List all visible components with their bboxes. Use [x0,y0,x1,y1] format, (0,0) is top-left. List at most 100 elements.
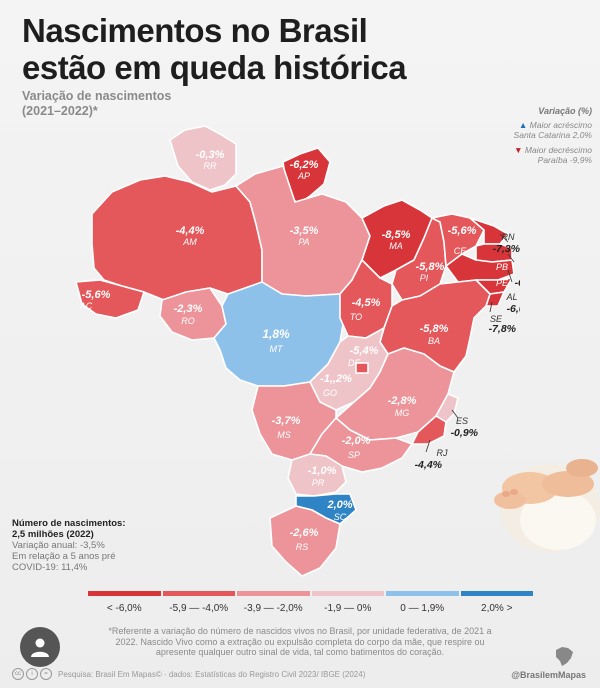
label-value-MA: -8,5% [382,229,411,241]
label-abbr-RJ: RJ [437,448,448,458]
label-abbr-ES: ES [456,416,468,426]
label-value-PE: -6,1% [515,277,520,289]
triangle-up-icon: ▲ [518,120,528,130]
leader-RN [499,233,509,243]
title-line-1: Nascimentos no Brasil [22,12,368,49]
label-abbr-AC: AC [79,301,93,311]
footnote: *Referente a variação do número de nasci… [108,626,492,657]
stats-annual: Variação anual: -3,5% [12,540,105,551]
brazil-outline-logo-icon [556,647,573,666]
state-PI [391,217,447,301]
subtitle: Variação de nascimentos (2021–2022)* [22,89,171,119]
label-abbr-AL: AL [505,292,517,302]
label-value-PR: -1,0% [308,465,337,477]
label-value-SE: -7,8% [489,323,517,335]
page-title: Nascimentos no Brasil estão em queda his… [22,12,407,86]
scale-bar-1 [88,591,161,596]
state-PR [287,453,347,497]
label-value-ES: -0,9% [451,427,479,439]
stats-prepandemic-1: Em relação a 5 anos pré [12,551,116,562]
label-abbr-DF: DF [348,358,360,368]
scale-label-3: -3,9 — -2,0% [243,603,303,614]
scale-label-6: 2,0% > [481,603,513,614]
birth-stats: Número de nascimentos: 2,5 milhões (2022… [12,518,126,573]
leader-ES [451,409,459,419]
label-value-AM: -4,4% [176,225,205,237]
scale-bar-6 [460,591,533,596]
color-scale-legend: < -6,0% -5,9 — -4,0% -3,9 — -2,0% -1,9 —… [88,591,533,614]
max-increase-value: Santa Catarina 2,0% [513,130,592,140]
scale-label-5: 0 — 1,9% [400,603,445,614]
credits-text: Pesquisa: Brasil Em Mapas© · dados: Esta… [58,669,366,679]
label-value-RR: -0,3% [196,149,225,161]
label-abbr-AM: AM [182,237,197,247]
label-value-RN: -7,3% [493,243,520,255]
scale-bar-2 [162,591,235,596]
label-value-AL: -6,0% [507,303,520,315]
extremes-legend-heading: Variação (%) [538,106,592,116]
label-value-BA: -5,8% [420,323,449,335]
max-decrease-label: Maior decréscimo [524,145,592,155]
stats-total: 2,5 milhões (2022) [12,529,94,540]
label-value-MT: 1,8% [262,327,290,341]
state-RS [269,505,341,577]
creative-commons-icon: cc i = [12,668,52,680]
label-value-CE: -5,6% [448,225,477,237]
label-value-SP: -2,0% [342,435,371,447]
label-abbr-GO: GO [323,388,337,398]
label-abbr-SE: SE [490,314,503,324]
label-value-DF: -5,4% [350,345,379,357]
baby-photo [494,459,600,552]
label-value-AP: -6,2% [290,159,319,171]
triangle-down-icon: ▼ [514,145,523,155]
scale-label-2: -5,9 — -4,0% [169,603,229,614]
max-increase-label: Maior acréscimo [529,120,592,130]
label-abbr-PI: PI [420,273,429,283]
title-line-2: estão em queda histórica [22,49,407,86]
label-abbr-PA: PA [298,237,309,247]
label-value-MS: -3,7% [272,415,301,427]
state-AM [91,175,263,301]
brazil-map: -0,3% RR -6,2% AP -4,4% AM -3,5% PA -8,5… [75,125,520,577]
state-CE [431,213,485,267]
scale-bar-4 [311,591,384,596]
max-decrease-value: Paraíba -9,9% [537,155,592,165]
leader-SE [489,301,493,313]
leader-PE [507,269,513,283]
label-value-PA: -3,5% [290,225,319,237]
label-abbr-PR: PR [312,478,325,488]
label-abbr-BA: BA [428,336,440,346]
label-abbr-AP: AP [297,171,310,181]
state-AC [75,279,145,319]
label-abbr-MG: MG [395,408,410,418]
label-value-RO: -2,3% [174,303,203,315]
leader-PB [507,253,515,263]
label-value-SC: 2,0% [326,499,352,511]
label-value-RJ: -4,4% [415,459,443,471]
label-value-PI: -5,8% [416,261,445,273]
user-icon [31,638,49,657]
leader-RJ [425,439,431,453]
state-ES [435,393,459,423]
label-abbr-MA: MA [389,241,403,251]
label-abbr-MT: MT [270,344,284,354]
label-abbr-TO: TO [350,312,362,322]
scale-label-1: < -6,0% [106,603,142,614]
label-value-TO: -4,5% [352,297,381,309]
label-value-RS: -2,6% [290,527,319,539]
subtitle-line-2: (2021–2022)* [22,104,98,118]
label-abbr-PB: PB [496,262,508,272]
scale-bar-5 [386,591,459,596]
label-abbr-PE: PE [496,278,509,288]
extremes-legend: Variação (%) ▲ Maior acréscimo Santa Cat… [514,106,592,170]
state-DF [355,362,369,374]
label-value-AC: -5,6% [82,289,111,301]
label-abbr-SC: SC [334,512,347,522]
credits: cc i = Pesquisa: Brasil Em Mapas© · dados:… [12,668,365,680]
scale-labels: < -6,0% -5,9 — -4,0% -3,9 — -2,0% -1,9 —… [88,603,533,614]
label-abbr-RS: RS [296,542,309,552]
avatar[interactable] [20,627,60,667]
label-abbr-RO: RO [181,316,195,326]
state-RR [169,125,237,191]
stats-prepandemic-2: COVID-19: 11,4% [12,562,88,573]
